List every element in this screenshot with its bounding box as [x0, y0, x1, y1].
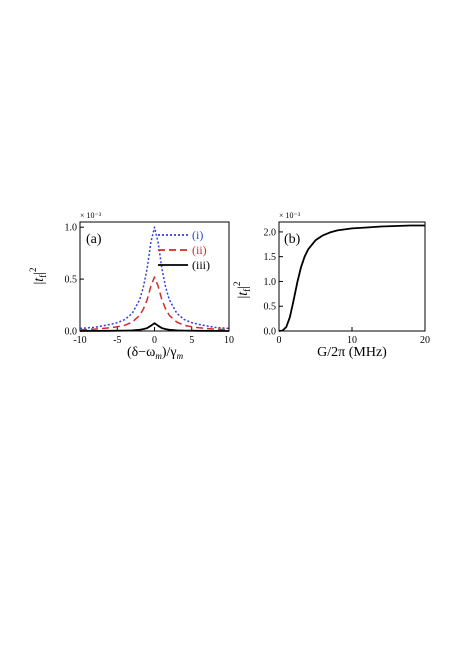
x-tick-label-a-2: 0: [152, 335, 157, 346]
x-axis-label-a: (δ−ωm)/γm: [127, 345, 184, 361]
x-axis-label-b: G/2π (MHz): [317, 345, 387, 360]
y-tick-label-a-0: 0.0: [65, 327, 78, 338]
y-tick-label-b-0: 0.0: [264, 327, 277, 338]
ticks-a: -10 -5 0 5 10 0.0 0.5 1.0: [65, 223, 235, 346]
y-multiplier-a: × 10⁻³: [80, 211, 102, 220]
legend-label-2: (iii): [192, 258, 210, 272]
x-tick-label-b-1: 10: [347, 335, 357, 346]
y-tick-label-a-1: 0.5: [65, 275, 78, 286]
y-axis-label-b: |tf|2: [232, 281, 252, 298]
y-tick-label-b-4: 2.0: [264, 227, 277, 238]
x-tick-label-a-3: 5: [189, 335, 194, 346]
y-tick-label-b-3: 1.5: [264, 252, 277, 263]
x-tick-label-a-4: 10: [224, 335, 234, 346]
series-line-a-1: [79, 276, 230, 331]
x-tick-label-a-0: -10: [73, 335, 86, 346]
legend-a: (i)(ii)(iii): [158, 228, 210, 272]
x-tick-label-a-1: -5: [113, 335, 121, 346]
panel-label-b: (b): [284, 232, 301, 247]
ticks-b: 0 10 20 0.0 0.5 1.0 1.5 2.0: [264, 227, 431, 346]
x-tick-label-b-2: 20: [420, 335, 430, 346]
y-tick-label-b-1: 0.5: [264, 302, 277, 313]
panel-label-a: (a): [86, 232, 102, 247]
plot-frame-b: [278, 221, 426, 332]
series-lines-b: [278, 224, 425, 332]
legend-label-0: (i): [192, 228, 203, 242]
y-axis-label-a: |tf|2: [28, 267, 48, 284]
legend-label-1: (ii): [192, 243, 207, 257]
y-multiplier-b: × 10⁻³: [279, 211, 301, 220]
x-tick-label-b-0: 0: [277, 335, 282, 346]
y-tick-label-a-2: 1.0: [65, 223, 78, 234]
chart-panel-a: × 10⁻³ (a) -10 -5 0 5 10 0.0 0.5 1.0 (i)(ii)(ii…: [28, 211, 234, 361]
series-lines-a: [79, 226, 230, 332]
series-line-a-2: [79, 322, 230, 332]
series-line-b-0: [278, 224, 425, 332]
y-tick-label-b-2: 1.0: [264, 277, 277, 288]
chart-panel-b: × 10⁻³ (b) 0 10 20 0.0 0.5 1.0 1.5 2.0 |tf|2 G/…: [232, 211, 430, 360]
series-line-a-0: [79, 226, 230, 330]
